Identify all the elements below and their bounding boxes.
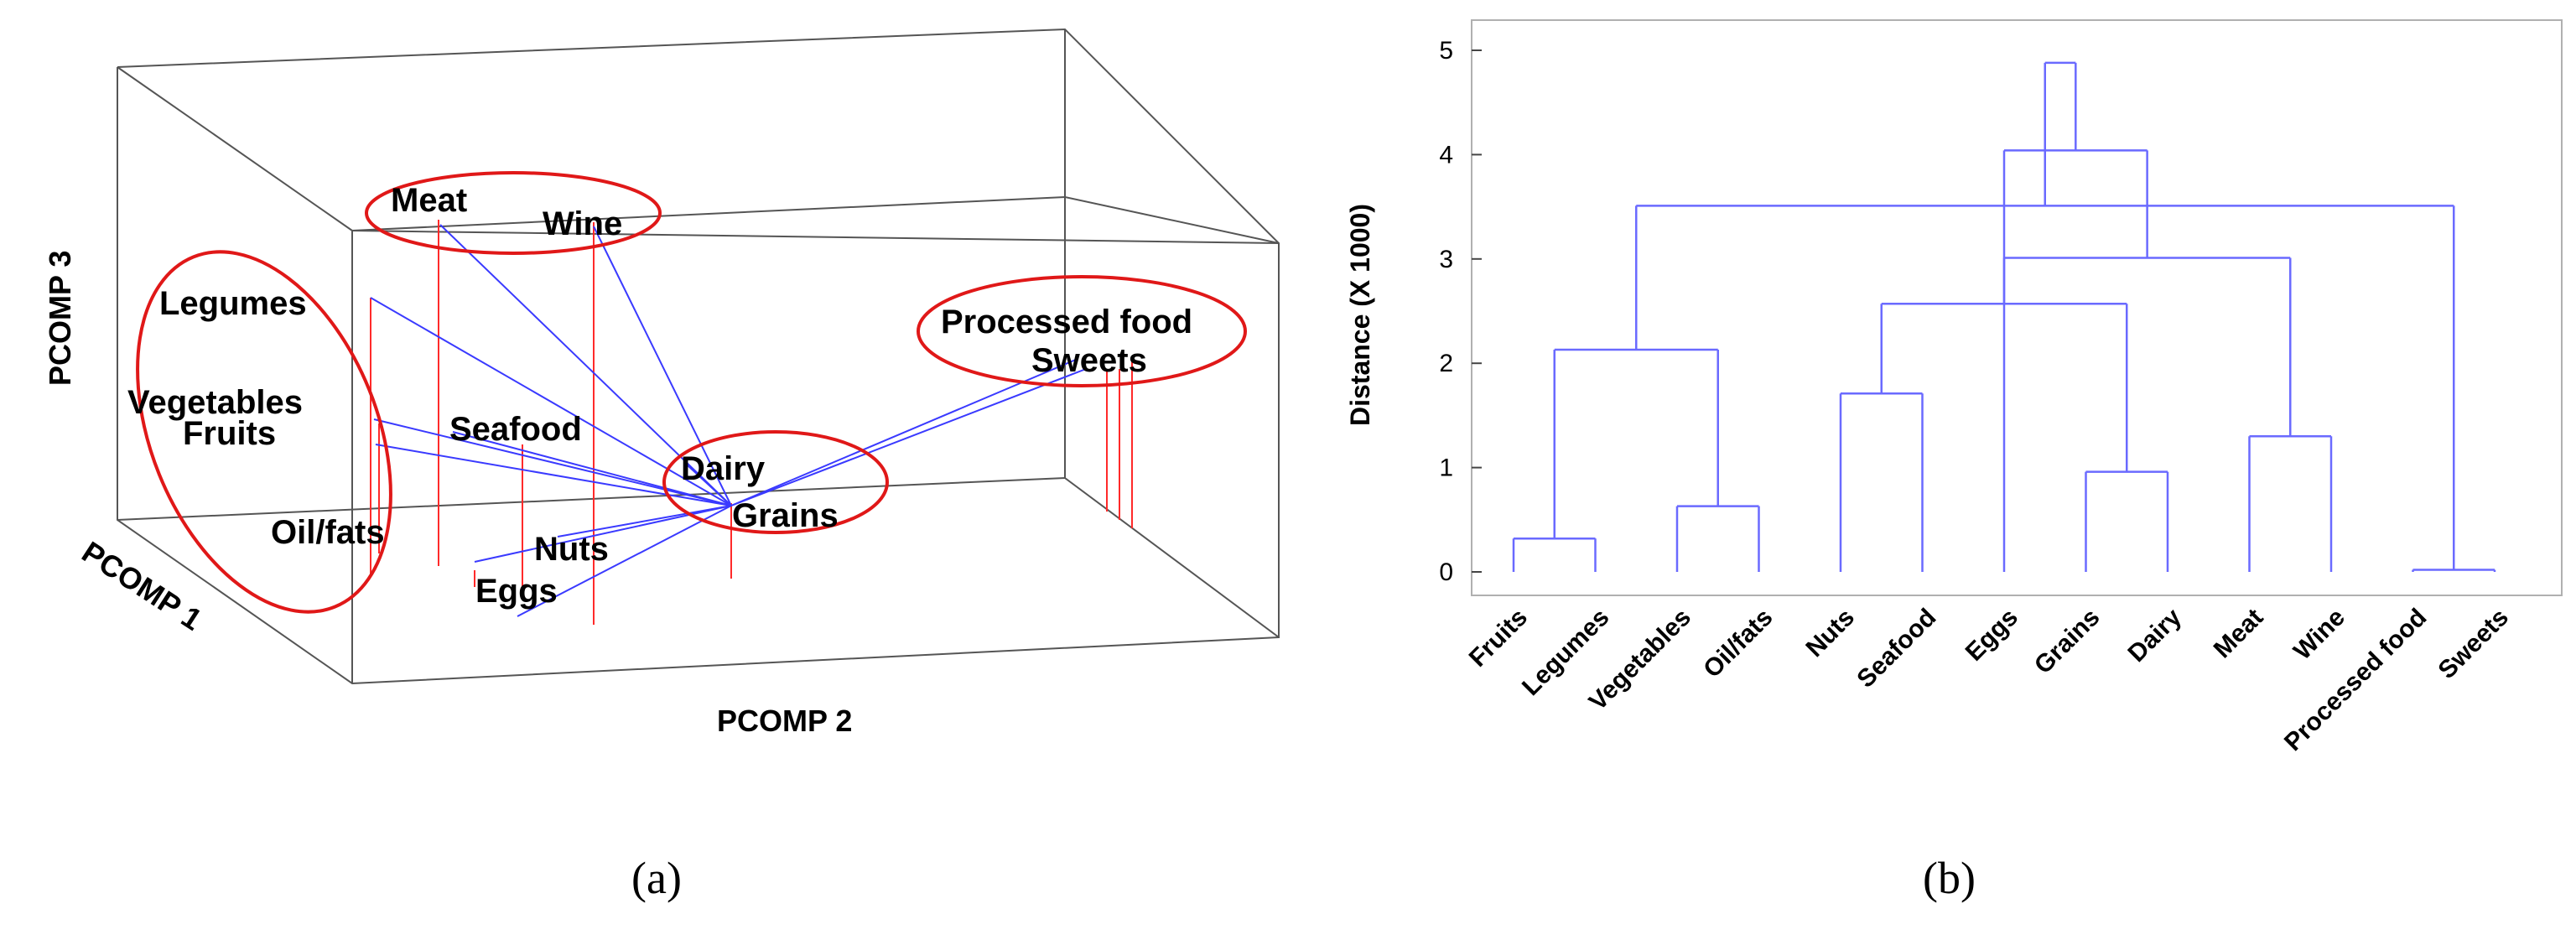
pca-label-sweets: Sweets <box>1031 342 1147 379</box>
dendrogram-leaf-label: Processed food <box>2279 604 2432 756</box>
y-tick-label: 3 <box>1439 246 1453 273</box>
pca-3d-panel: Meat Wine Legumes Vegetables Fruits Seaf… <box>43 28 1280 903</box>
y-tick-label: 0 <box>1439 558 1453 586</box>
pca-group-ellipses <box>136 171 1247 614</box>
dendrogram-links <box>1512 61 2496 572</box>
dendrogram-leaf-label: Sweets <box>2433 604 2514 684</box>
pca-axis-pcomp1: PCOMP 1 <box>76 534 209 636</box>
dendrogram-leaf-label: Wine <box>2288 604 2350 666</box>
pca-label-meat: Meat <box>391 182 467 219</box>
caption-b: (b) <box>1923 853 1976 903</box>
dendrogram-y-axis: 0 1 2 3 4 5 <box>1439 37 1482 586</box>
pca-label-legumes: Legumes <box>159 285 307 322</box>
dendrogram-leaf-label: Nuts <box>1800 604 1859 662</box>
pca-label-vegetables: Vegetables <box>127 384 303 421</box>
y-tick-label: 2 <box>1439 350 1453 377</box>
ellipse-processed-sweets <box>917 275 1247 387</box>
dendrogram-leaf-label: Eggs <box>1961 604 2023 667</box>
y-tick-label: 1 <box>1439 455 1453 482</box>
dendrogram-y-axis-title: Distance (X 1000) <box>1345 204 1375 426</box>
pca-axis-pcomp3: PCOMP 3 <box>43 251 77 386</box>
pca-label-seafood: Seafood <box>449 411 582 448</box>
ellipse-meat-wine <box>365 171 662 255</box>
dendrogram-plot-frame <box>1471 19 2563 596</box>
dendrogram-leaf-label: Grains <box>2029 604 2106 680</box>
pca-label-nuts: Nuts <box>534 531 609 568</box>
dendrogram-leaf-label: Dairy <box>2123 603 2188 667</box>
dendrogram-leaf-label: Fruits <box>1464 604 1533 673</box>
dendrogram-leaf-label: Seafood <box>1852 604 1941 693</box>
ellipse-dairy-grains <box>662 430 889 534</box>
pca-point-labels: Meat Wine Legumes Vegetables Fruits Seaf… <box>127 182 1192 610</box>
ellipse-legumes-vegetables-fruits-oil <box>136 250 392 614</box>
pca-label-dairy: Dairy <box>681 450 766 487</box>
pca-label-processed-food: Processed food <box>941 304 1192 340</box>
dendrogram-leaf-label: Oil/fats <box>1698 604 1778 683</box>
pca-label-eggs: Eggs <box>475 573 558 610</box>
y-tick-label: 5 <box>1439 37 1453 65</box>
pca-label-oil-fats: Oil/fats <box>271 514 385 551</box>
pca-label-grains: Grains <box>732 497 839 534</box>
caption-a: (a) <box>631 853 682 903</box>
pca-drop-lines <box>370 220 1133 625</box>
dendrogram-leaf-label: Meat <box>2209 604 2269 664</box>
pca-box-frame <box>117 28 1280 685</box>
pca-label-fruits: Fruits <box>183 415 276 452</box>
pca-axis-pcomp2: PCOMP 2 <box>717 704 852 738</box>
y-tick-label: 4 <box>1439 141 1453 169</box>
pca-label-wine: Wine <box>543 205 622 242</box>
